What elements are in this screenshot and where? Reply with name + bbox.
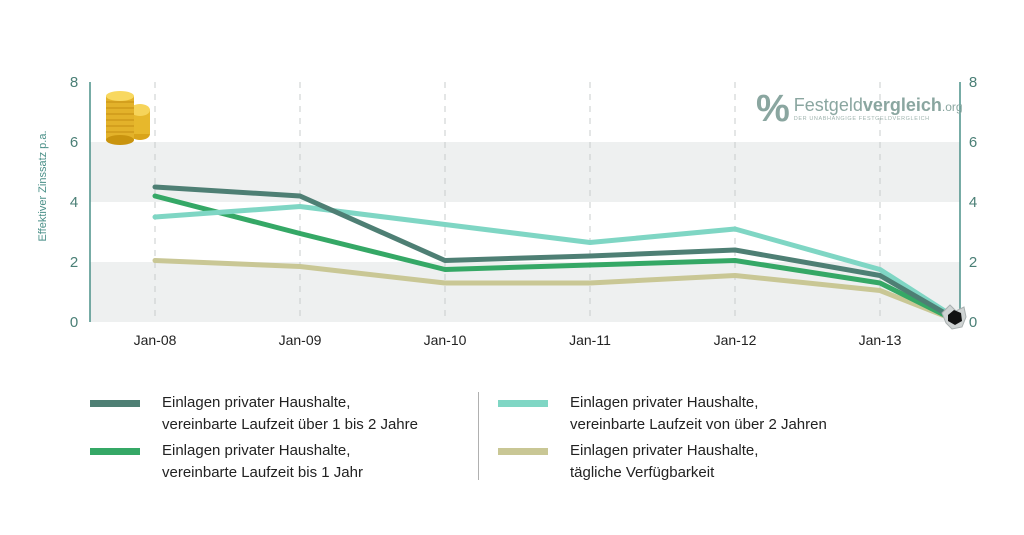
y-tick-label-left: 2 [70, 254, 78, 271]
series-line-2 [152, 204, 955, 319]
y-tick-label-left: 0 [70, 314, 78, 331]
logo-name-part1: Festgeld [793, 95, 863, 115]
legend-item-daily-availability: Einlagen privater Haushalte, tägliche Ve… [498, 440, 758, 484]
legend-label-line: vereinbarte Laufzeit von über 2 Jahren [570, 416, 827, 433]
legend-label-line: Einlagen privater Haushalte, [570, 394, 759, 411]
y-tick-label-left: 4 [70, 194, 78, 211]
series-line-3 [152, 258, 955, 322]
legend-label-line: Einlagen privater Haushalte, [162, 394, 351, 411]
x-tick-label: Jan-12 [714, 332, 757, 348]
axes [89, 82, 961, 322]
legend-item-up-to-1-year: Einlagen privater Haushalte, vereinbarte… [90, 440, 363, 484]
legend-label-line: Einlagen privater Haushalte, [570, 442, 759, 459]
y-tick-label-right: 8 [969, 74, 977, 91]
y-tick-label-right: 2 [969, 254, 977, 271]
x-tick-label: Jan-10 [424, 332, 467, 348]
legend-label-line: Einlagen privater Haushalte, [162, 442, 351, 459]
legend-label-line: vereinbarte Laufzeit über 1 bis 2 Jahre [162, 416, 418, 433]
y-tick-label-right: 0 [969, 314, 977, 331]
series-line-0 [152, 184, 955, 320]
y-tick-label-left: 6 [70, 134, 78, 151]
logo-name-part2: vergleich [862, 95, 942, 115]
logo-tagline: DER UNABHÄNGIGE FESTGELDVERGLEICH [793, 116, 930, 122]
legend-swatch [90, 400, 140, 407]
x-tick-label: Jan-11 [569, 332, 611, 348]
y-tick-label-left: 8 [70, 74, 78, 91]
series-lines [152, 184, 955, 322]
series-line-1 [152, 193, 955, 322]
legend-label: Einlagen privater Haushalte, tägliche Ve… [570, 440, 758, 484]
logo-text-block: Festgeldvergleich.org DER UNABHÄNGIGE FE… [794, 96, 963, 122]
x-ticks: Jan-08 Jan-09 Jan-10 Jan-11 Jan-12 Jan-13 [134, 332, 902, 348]
x-tick-label: Jan-13 [859, 332, 902, 348]
y-ticks-right: 0 2 4 6 8 [969, 74, 977, 331]
grid-band [90, 262, 960, 322]
logo-name: Festgeldvergleich.org [794, 96, 963, 116]
torn-hole-icon [941, 304, 967, 330]
y-tick-label-right: 6 [969, 134, 977, 151]
x-tick-label: Jan-09 [279, 332, 322, 348]
legend-item-over-2-years: Einlagen privater Haushalte, vereinbarte… [498, 392, 827, 436]
vertical-gridlines [154, 82, 881, 322]
legend-label: Einlagen privater Haushalte, vereinbarte… [162, 440, 363, 484]
logo-tld: .org [941, 100, 963, 114]
legend-swatch [498, 448, 548, 455]
coin-stack-icon [106, 91, 150, 145]
percent-logo-icon: % [756, 88, 790, 130]
y-axis-label: Effektiver Zinssatz p.a. [37, 130, 49, 241]
legend-label-line: vereinbarte Laufzeit bis 1 Jahr [162, 464, 363, 481]
legend-label: Einlagen privater Haushalte, vereinbarte… [162, 392, 418, 436]
legend-divider [478, 392, 479, 480]
legend-item-1-2-years: Einlagen privater Haushalte, vereinbarte… [90, 392, 418, 436]
x-tick-label: Jan-08 [134, 332, 177, 348]
y-ticks-left: 0 2 4 6 8 [70, 74, 78, 331]
festgeldvergleich-logo: % Festgeldvergleich.org DER UNABHÄNGIGE … [756, 88, 963, 130]
legend-label: Einlagen privater Haushalte, vereinbarte… [570, 392, 827, 436]
y-tick-label-right: 4 [969, 194, 977, 211]
legend-swatch [90, 448, 140, 455]
legend-swatch [498, 400, 548, 407]
legend-label-line: tägliche Verfügbarkeit [570, 464, 715, 481]
